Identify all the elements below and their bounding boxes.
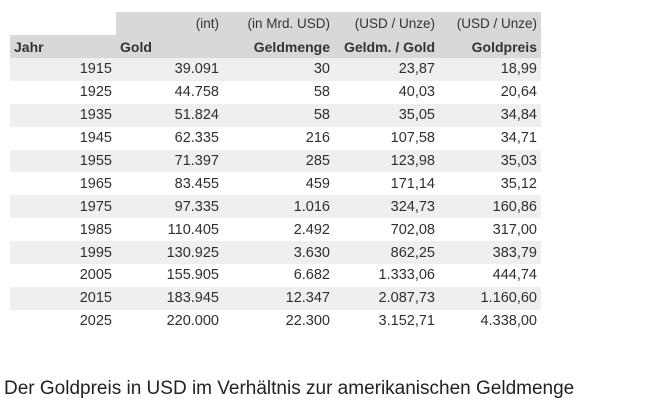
year-cell: 1935 [10,103,116,127]
header-gold: Gold [116,35,223,58]
ratio-cell: 35,05 [334,103,439,127]
gold-cell: 183.945 [116,286,223,310]
ratio-cell: 171,14 [390,175,435,192]
unit-cell-year [10,12,116,35]
gold-price-cell: 35,12 [500,175,537,192]
gold-price-cell: 383,79 [439,241,541,265]
year-cell: 1995 [10,241,116,265]
gold-cell: 110.405 [167,221,219,238]
gold-cell: 155.905 [166,267,219,284]
gold-price-cell: 160,86 [439,195,541,219]
table-row: 1915 39.091 30 23,87 18,99 [10,58,541,81]
header-money-supply: Geldmenge [223,35,334,58]
table-row: 2025 220.000 22.300 3.152,71 4.338,00 [10,310,541,333]
money-supply-cell: 58 [313,84,330,101]
gold-cell: 71.397 [116,149,223,173]
unit-cell-gold: (int) [116,12,223,35]
table-row: 1955 71.397 285 123,98 35,03 [10,149,541,173]
year-cell: 2025 [79,313,112,330]
gold-price-cell: 34,71 [500,130,537,147]
gold-price-cell: 18,99 [439,58,541,81]
year-cell: 2005 [79,267,112,284]
ratio-cell: 3.152,71 [378,313,435,330]
ratio-cell: 2.087,73 [334,286,439,310]
ratio-cell: 862,25 [334,241,439,265]
gold-price-cell: 35,03 [439,149,541,173]
ratio-cell: 324,73 [334,195,439,219]
year-cell: 1955 [10,149,116,173]
ratio-cell: 1.333,06 [378,267,435,284]
money-supply-cell: 459 [305,175,330,192]
year-cell: 1945 [79,130,112,147]
gold-cell: 39.091 [116,58,223,81]
gold-cell: 51.824 [116,103,223,127]
table-body: 1915 39.091 30 23,87 18,99 1925 44.758 58 40,03 2… [10,58,541,333]
table-row: 1975 97.335 1.016 324,73 160,86 [10,195,541,219]
table-row: 1925 44.758 58 40,03 20,64 [10,81,541,104]
money-supply-cell: 30 [223,58,334,81]
table-row: 1945 62.335 216 107,58 34,71 [10,127,541,150]
ratio-cell: 123,98 [334,149,439,173]
money-supply-cell: 58 [223,103,334,127]
gold-price-cell: 20,64 [500,84,537,101]
table-row: 1965 83.455 459 171,14 35,12 [10,172,541,195]
year-cell: 1915 [10,58,116,81]
gold-cell: 97.335 [116,195,223,219]
header-gold-price: Goldpreis [439,35,541,58]
header-row: Jahr Gold Geldmenge Geldm. / Gold Goldpr… [10,35,541,58]
money-supply-cell: 285 [223,149,334,173]
gold-cell: 44.758 [174,84,219,101]
header-ratio: Geldm. / Gold [334,35,439,58]
gold-money-table: (int) (in Mrd. USD) (USD / Unze) (USD / … [10,12,541,333]
unit-cell-money-supply: (in Mrd. USD) [223,12,334,35]
money-supply-cell: 2.492 [293,221,330,238]
year-cell: 2015 [10,286,116,310]
ratio-cell: 702,08 [390,221,435,238]
year-cell: 1925 [79,84,112,101]
money-supply-cell: 12.347 [223,286,334,310]
ratio-cell: 23,87 [334,58,439,81]
unit-cell-ratio: (USD / Unze) [334,12,439,35]
gold-price-cell: 317,00 [492,221,537,238]
table-row: 1935 51.824 58 35,05 34,84 [10,103,541,127]
table-row: 2005 155.905 6.682 1.333,06 444,74 [10,264,541,287]
table-row: 2015 183.945 12.347 2.087,73 1.160,60 [10,286,541,310]
money-supply-cell: 22.300 [285,313,330,330]
unit-row: (int) (in Mrd. USD) (USD / Unze) (USD / … [10,12,541,35]
money-supply-cell: 1.016 [223,195,334,219]
money-supply-cell: 216 [305,130,330,147]
gold-price-cell: 34,84 [439,103,541,127]
caption: Der Goldpreis in USD im Verhältnis zur a… [4,378,575,399]
gold-price-cell: 1.160,60 [439,286,541,310]
gold-price-cell: 4.338,00 [480,313,537,330]
gold-cell: 130.925 [116,241,223,265]
ratio-cell: 107,58 [390,130,435,147]
gold-cell: 83.455 [174,175,219,192]
unit-cell-gold-price: (USD / Unze) [439,12,541,35]
year-cell: 1965 [79,175,112,192]
money-supply-cell: 3.630 [223,241,334,265]
header-year: Jahr [10,35,116,58]
gold-cell: 62.335 [174,130,219,147]
ratio-cell: 40,03 [398,84,435,101]
gold-price-cell: 444,74 [492,267,537,284]
table-row: 1985 110.405 2.492 702,08 317,00 [10,218,541,241]
money-supply-cell: 6.682 [293,267,330,284]
gold-cell: 220.000 [166,313,219,330]
year-cell: 1975 [10,195,116,219]
table-row: 1995 130.925 3.630 862,25 383,79 [10,241,541,265]
year-cell: 1985 [79,221,112,238]
